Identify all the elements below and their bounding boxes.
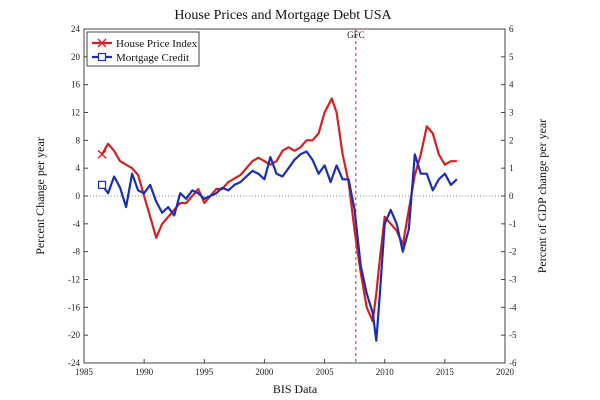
x-axis-title: BIS Data: [273, 382, 318, 396]
x-tick-label: 1995: [195, 367, 214, 377]
y-right-tick-label: 0: [509, 191, 514, 201]
y-tick-label: 12: [71, 108, 80, 118]
y-tick-label: -24: [68, 358, 80, 368]
plot-area: GFC-24-20-16-12-8-404812162024-6-5-4-3-2…: [68, 24, 517, 377]
y-right-tick-label: 4: [509, 80, 514, 90]
y-tick-label: -20: [68, 330, 80, 340]
y-tick-label: 4: [76, 163, 81, 173]
y-tick-label: 8: [76, 135, 81, 145]
chart-title: House Prices and Mortgage Debt USA: [174, 8, 392, 23]
y-tick-label: 0: [76, 191, 81, 201]
house-price-index-marker: [97, 149, 107, 159]
legend-marker: [97, 52, 107, 62]
mortgage-credit-line: [101, 150, 458, 342]
y-tick-label: 20: [71, 52, 81, 62]
x-tick-label: 1985: [75, 367, 94, 377]
x-tick-label: 2015: [436, 367, 455, 377]
y-tick-label: -8: [73, 247, 81, 257]
y-axis-title: Percent Change per year: [33, 137, 47, 255]
y-right-tick-label: 6: [509, 24, 514, 34]
y-axis-right-title: Percent of GDP change per year: [535, 119, 549, 274]
legend-label: House Price Index: [116, 38, 198, 50]
y-right-tick-label: -6: [509, 358, 517, 368]
x-tick-label: 1990: [135, 367, 154, 377]
y-right-tick-label: 5: [509, 52, 514, 62]
x-tick-label: 2000: [255, 367, 274, 377]
legend-marker: [97, 38, 107, 48]
x-tick-label: 2005: [316, 367, 335, 377]
house-price-index-line: [101, 97, 457, 323]
y-right-tick-label: -4: [509, 302, 517, 312]
y-right-tick-label: 2: [509, 135, 514, 145]
y-right-tick-label: 3: [509, 108, 514, 118]
y-tick-label: -16: [68, 302, 80, 312]
y-right-tick-label: -1: [509, 219, 517, 229]
x-tick-label: 2020: [496, 367, 515, 377]
gfc-label: GFC: [347, 30, 365, 40]
y-right-tick-label: -2: [509, 247, 517, 257]
y-right-tick-label: -3: [509, 275, 517, 285]
x-tick-label: 2010: [376, 367, 395, 377]
y-right-tick-label: 1: [509, 163, 514, 173]
mortgage-credit-marker: [97, 180, 107, 189]
y-tick-label: 16: [71, 80, 81, 90]
y-tick-label: -12: [68, 275, 80, 285]
y-tick-label: 24: [71, 24, 81, 34]
legend-label: Mortgage Credit: [116, 52, 189, 64]
y-right-tick-label: -5: [509, 330, 517, 340]
y-tick-label: -4: [73, 219, 81, 229]
